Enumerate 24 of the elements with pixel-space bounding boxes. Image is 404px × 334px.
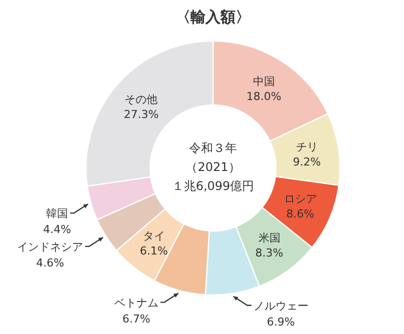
slice-label: ロシア	[284, 192, 317, 206]
text: １兆6,099億円	[172, 179, 254, 193]
slice-label: ノルウェー	[253, 299, 308, 312]
slice-label: 米国	[258, 232, 280, 245]
slice-label: インドネシア	[17, 240, 84, 254]
data-label: 6.7%	[122, 312, 150, 326]
data-label: 8.6%	[286, 208, 314, 221]
slice-label: タイ	[142, 229, 165, 242]
data-label: 18.0%	[246, 90, 282, 103]
text: （2021）	[186, 160, 240, 174]
slice-label: ベトナム	[114, 296, 158, 310]
slice-label: その他	[124, 92, 158, 106]
slice-label: チリ	[296, 140, 318, 154]
chart-title: 〈輸入額〉	[176, 8, 250, 26]
data-label: 4.4%	[43, 223, 72, 236]
slice-label: 中国	[252, 74, 275, 88]
data-label: 4.6%	[36, 256, 64, 270]
data-label: 27.3%	[124, 108, 159, 121]
data-label: 6.9%	[266, 315, 295, 328]
slice-label: 韓国	[46, 207, 68, 220]
text: 令和３年	[189, 141, 237, 155]
data-label: 9.2%	[292, 156, 321, 169]
data-label: 6.1%	[140, 244, 168, 258]
data-label: 8.3%	[255, 246, 284, 260]
